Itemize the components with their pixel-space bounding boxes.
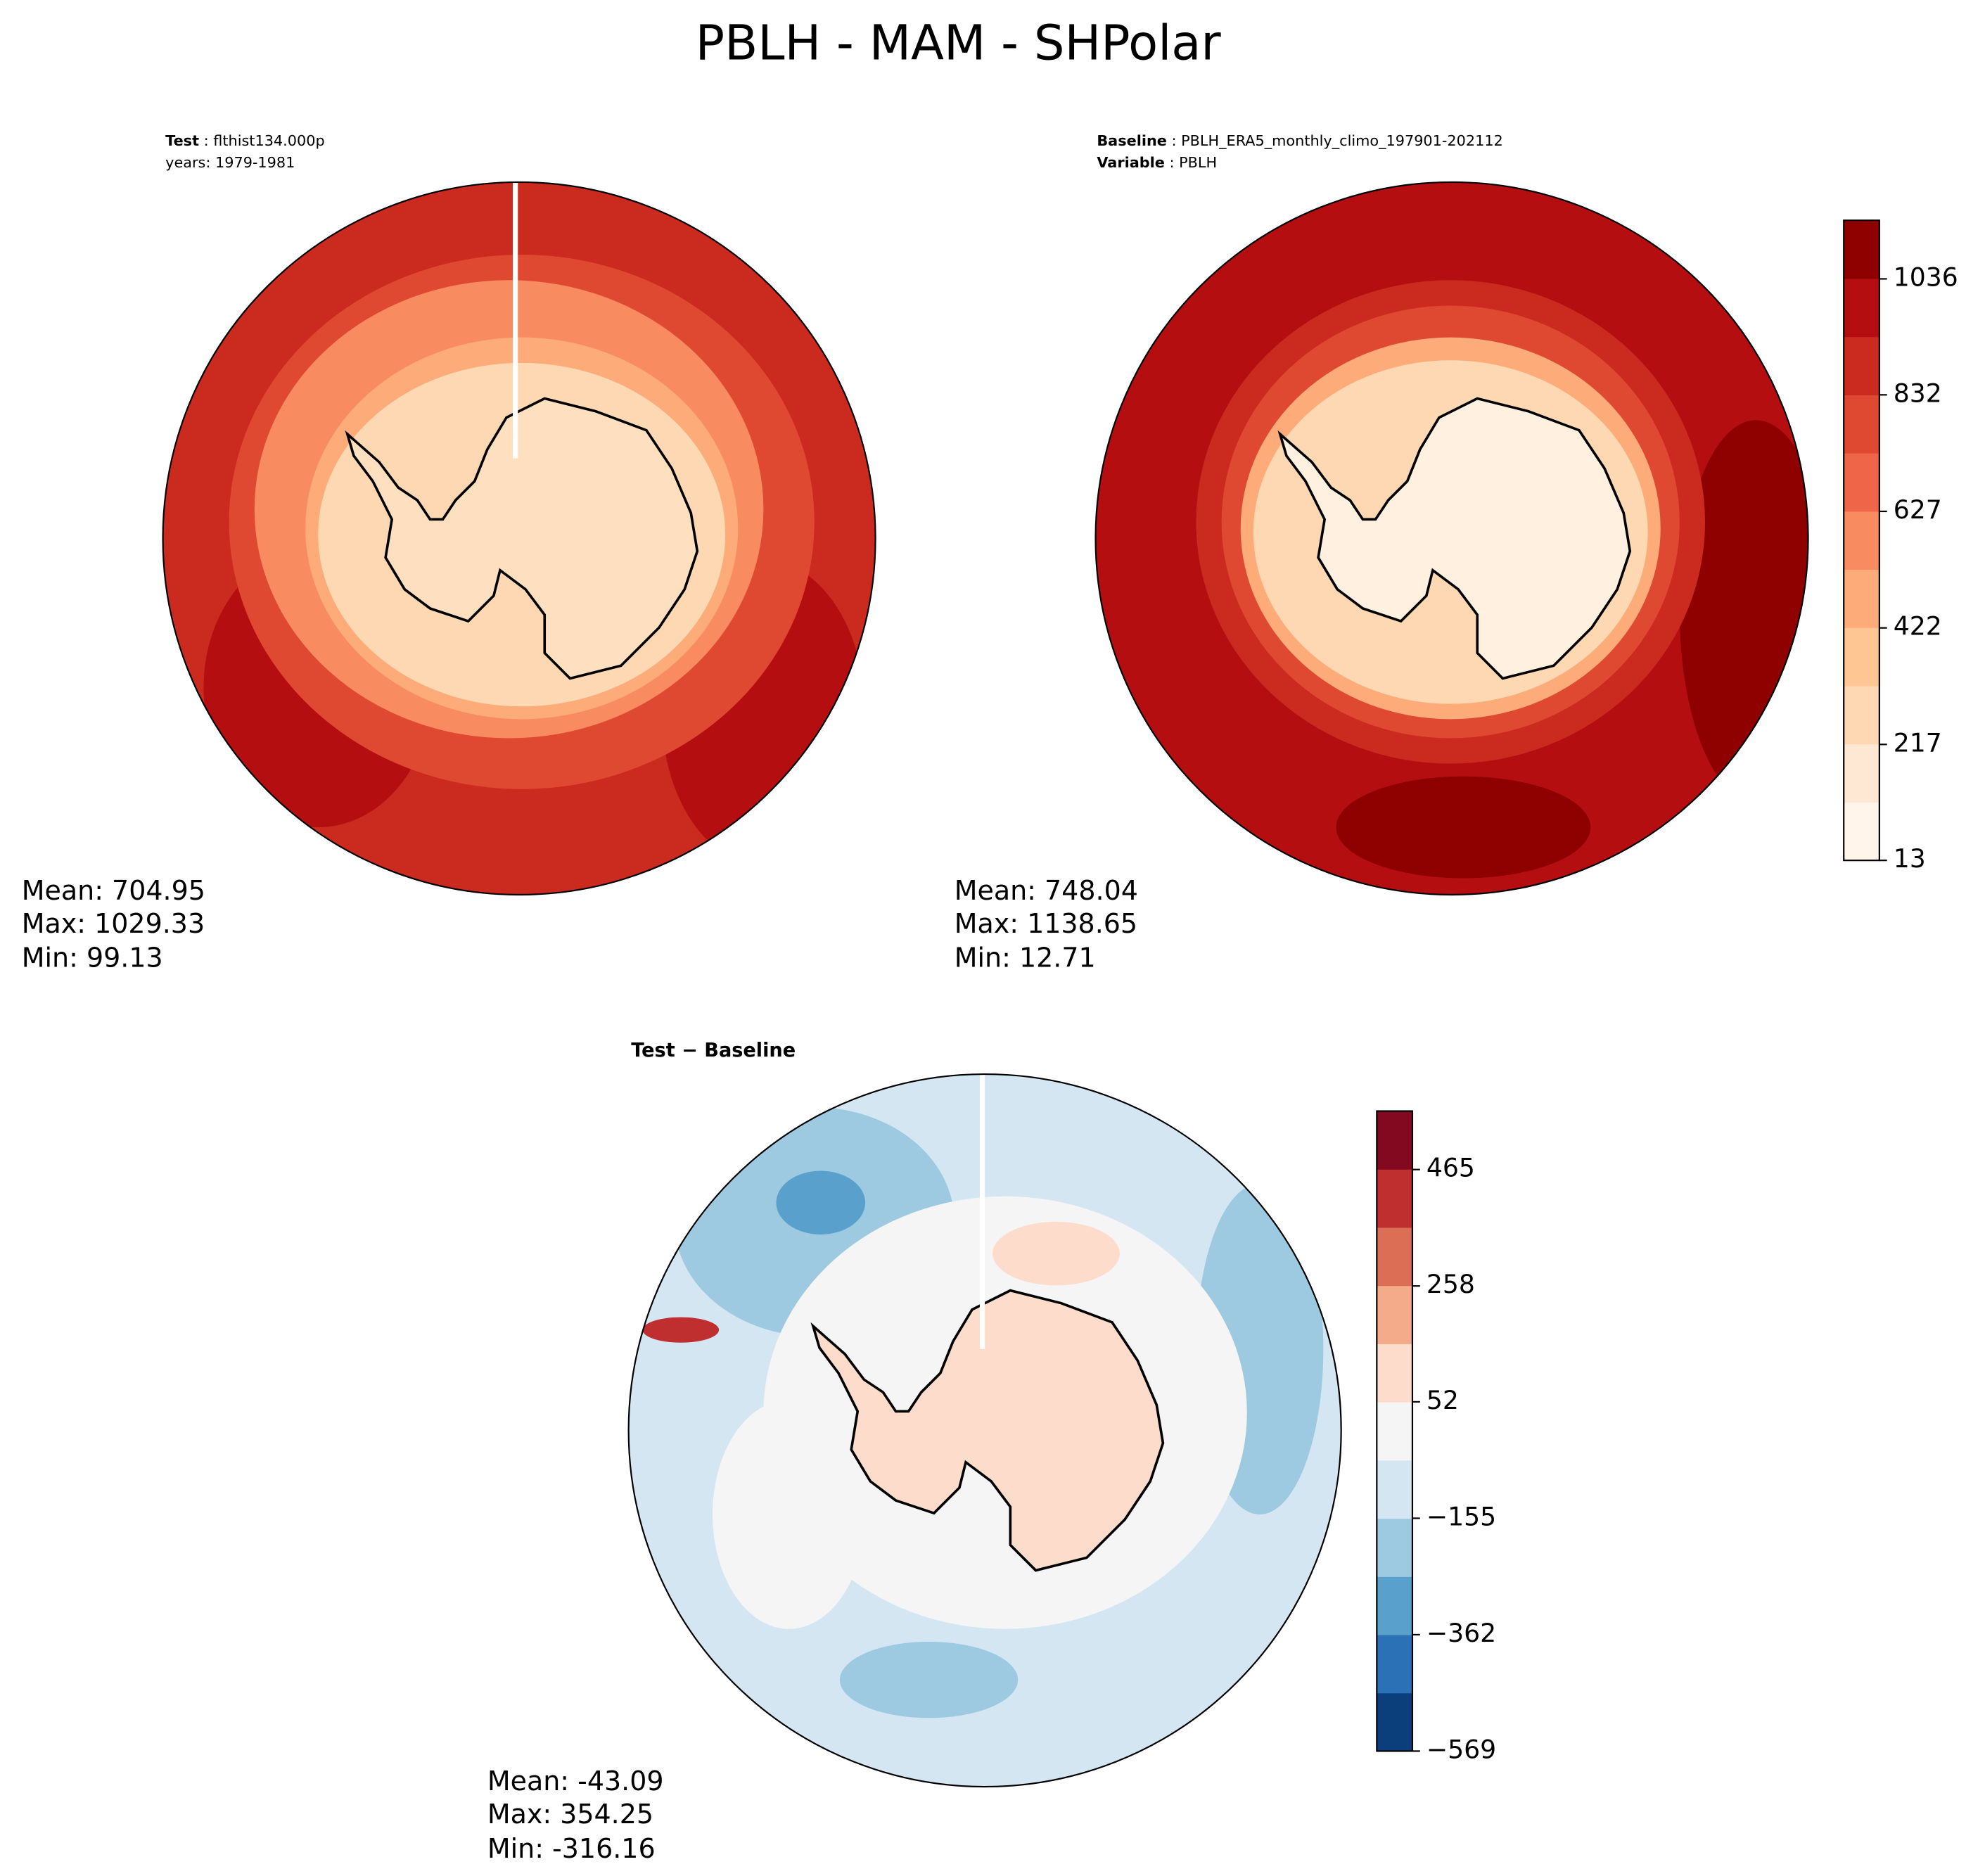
- colorbar-frame: [1843, 219, 1880, 862]
- colorbar-frame: [1376, 1110, 1414, 1752]
- colorbar-tick-label: 465: [1426, 1153, 1475, 1183]
- annotation: years: 1979-1981: [165, 154, 295, 171]
- colorbar-band: [1377, 1634, 1412, 1694]
- stat: Min: 99.13: [22, 943, 163, 974]
- colorbar-band: [1377, 1111, 1412, 1170]
- colorbar-band: [1377, 1692, 1412, 1751]
- colorbar-tick-label: 627: [1894, 494, 1942, 525]
- colorbar-tick-label: 258: [1426, 1269, 1475, 1299]
- colorbar-tick-label: 832: [1894, 378, 1942, 408]
- map-boundary: [1094, 181, 1809, 896]
- colorbar-tick-label: 52: [1426, 1385, 1459, 1415]
- stat: Max: 1138.65: [955, 908, 1137, 939]
- colorbar-band: [1844, 685, 1879, 745]
- stat: Mean: -43.09: [487, 1766, 664, 1797]
- colorbar-band: [1844, 453, 1879, 512]
- stat: Min: -316.16: [487, 1833, 656, 1864]
- panel-title: Test − Baseline: [631, 1040, 796, 1061]
- colorbar-band: [1844, 511, 1879, 570]
- colorbar-band: [1377, 1402, 1412, 1461]
- stat: Max: 1029.33: [22, 908, 205, 939]
- colorbar-band: [1844, 802, 1879, 861]
- stat: Mean: 748.04: [955, 875, 1138, 906]
- colorbar-band: [1844, 627, 1879, 687]
- colorbar-band: [1377, 1169, 1412, 1228]
- colorbar-band: [1377, 1576, 1412, 1635]
- colorbar-tick-label: −569: [1426, 1734, 1496, 1764]
- colorbar-band: [1844, 220, 1879, 279]
- map-panel-baseline: [1095, 181, 1808, 895]
- colorbar-tick-label: −155: [1426, 1501, 1496, 1531]
- figure-title: PBLH - MAM - SHPolar: [696, 15, 1222, 71]
- colorbar-tick-label: 1036: [1894, 262, 1958, 292]
- colorbar-band: [1377, 1227, 1412, 1287]
- stat: Min: 12.71: [955, 943, 1096, 974]
- colorbar-band: [1844, 744, 1879, 803]
- colorbar-band: [1844, 569, 1879, 628]
- colorbar-band: [1844, 395, 1879, 454]
- colorbar-tick-label: 422: [1894, 611, 1942, 642]
- colorbar-tick-label: 217: [1894, 727, 1942, 758]
- annotation: Baseline : PBLH_ERA5_monthly_climo_19790…: [1097, 132, 1502, 149]
- stat: Mean: 704.95: [22, 875, 205, 906]
- colorbar-band: [1844, 278, 1879, 338]
- colorbar-tick-label: 13: [1894, 843, 1926, 874]
- colorbar-band: [1377, 1460, 1412, 1519]
- map-boundary: [162, 181, 876, 896]
- colorbar-band: [1844, 336, 1879, 395]
- stat: Max: 354.25: [487, 1799, 653, 1830]
- colorbar-band: [1377, 1344, 1412, 1403]
- map-boundary: [627, 1073, 1342, 1788]
- map-panel-test: [162, 181, 876, 895]
- colorbar-band: [1377, 1285, 1412, 1344]
- annotation: Test : flthist134.000p: [165, 132, 325, 149]
- map-panel-difference: [628, 1074, 1341, 1787]
- colorbar-band: [1377, 1518, 1412, 1577]
- annotation: Variable : PBLH: [1097, 154, 1217, 171]
- colorbar-tick-label: −362: [1426, 1618, 1496, 1648]
